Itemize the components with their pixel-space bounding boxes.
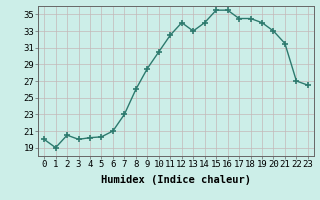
X-axis label: Humidex (Indice chaleur): Humidex (Indice chaleur): [101, 175, 251, 185]
